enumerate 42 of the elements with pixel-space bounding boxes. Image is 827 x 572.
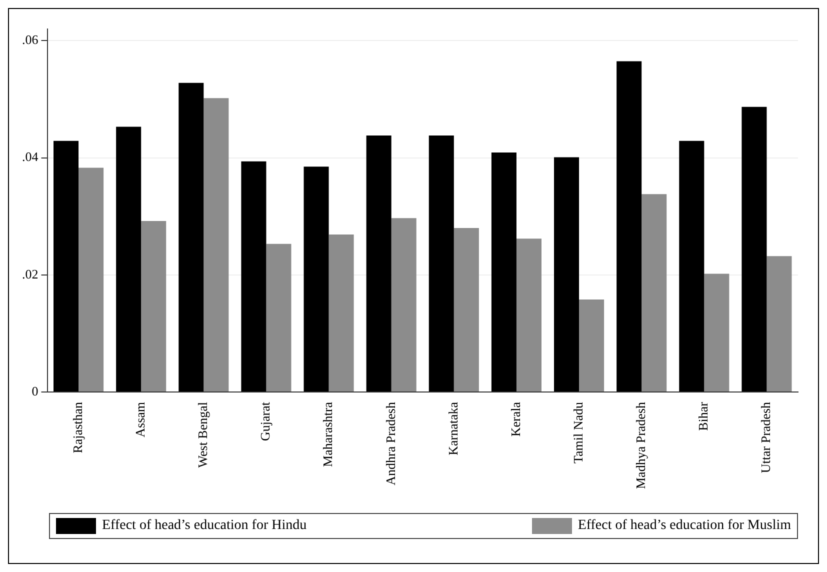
x-tick-label: Kerala [508,402,523,437]
x-tick-label: Bihar [696,401,711,431]
bar [78,168,104,392]
bar [642,194,667,392]
y-tick-label: .04 [22,149,39,164]
x-tick-label: Tamil Nadu [570,401,586,464]
x-tick-label: West Bengal [195,402,210,468]
bar [428,136,454,392]
bar [704,274,730,392]
bar [679,140,704,392]
bar [516,238,542,392]
bar [491,152,516,392]
bar [54,140,79,392]
legend-label: Effect of head’s education for Muslim [578,518,791,534]
bar [616,61,642,392]
y-tick-label: 0 [32,383,38,398]
bar [266,244,292,392]
bar [328,234,354,392]
x-tick-label: Gujarat [258,402,273,441]
bar [454,228,479,392]
x-tick-label: Karnataka [445,402,460,456]
y-tick-label: .06 [22,32,39,48]
y-tick-label: .02 [22,266,38,282]
bar [141,221,166,392]
bar [178,82,204,392]
bar [204,98,229,392]
x-tick-label: Madhya Pradesh [633,402,648,490]
bar [366,136,392,392]
bar [554,157,580,392]
bar [391,218,416,392]
x-tick-label: Maharashtra [320,402,336,467]
x-tick-label: Rajasthan [70,401,85,454]
x-tick-label: Andhra Pradesh [382,402,398,486]
bar [742,106,767,392]
bar [766,256,792,392]
bar [241,161,266,392]
x-tick-label: Uttar Pradesh [758,402,774,474]
bar [304,166,329,392]
x-tick-label: Assam [132,402,148,438]
bar [579,299,604,392]
legend-label: Effect of head’s education for Hindu [102,518,307,534]
bar [116,126,142,392]
